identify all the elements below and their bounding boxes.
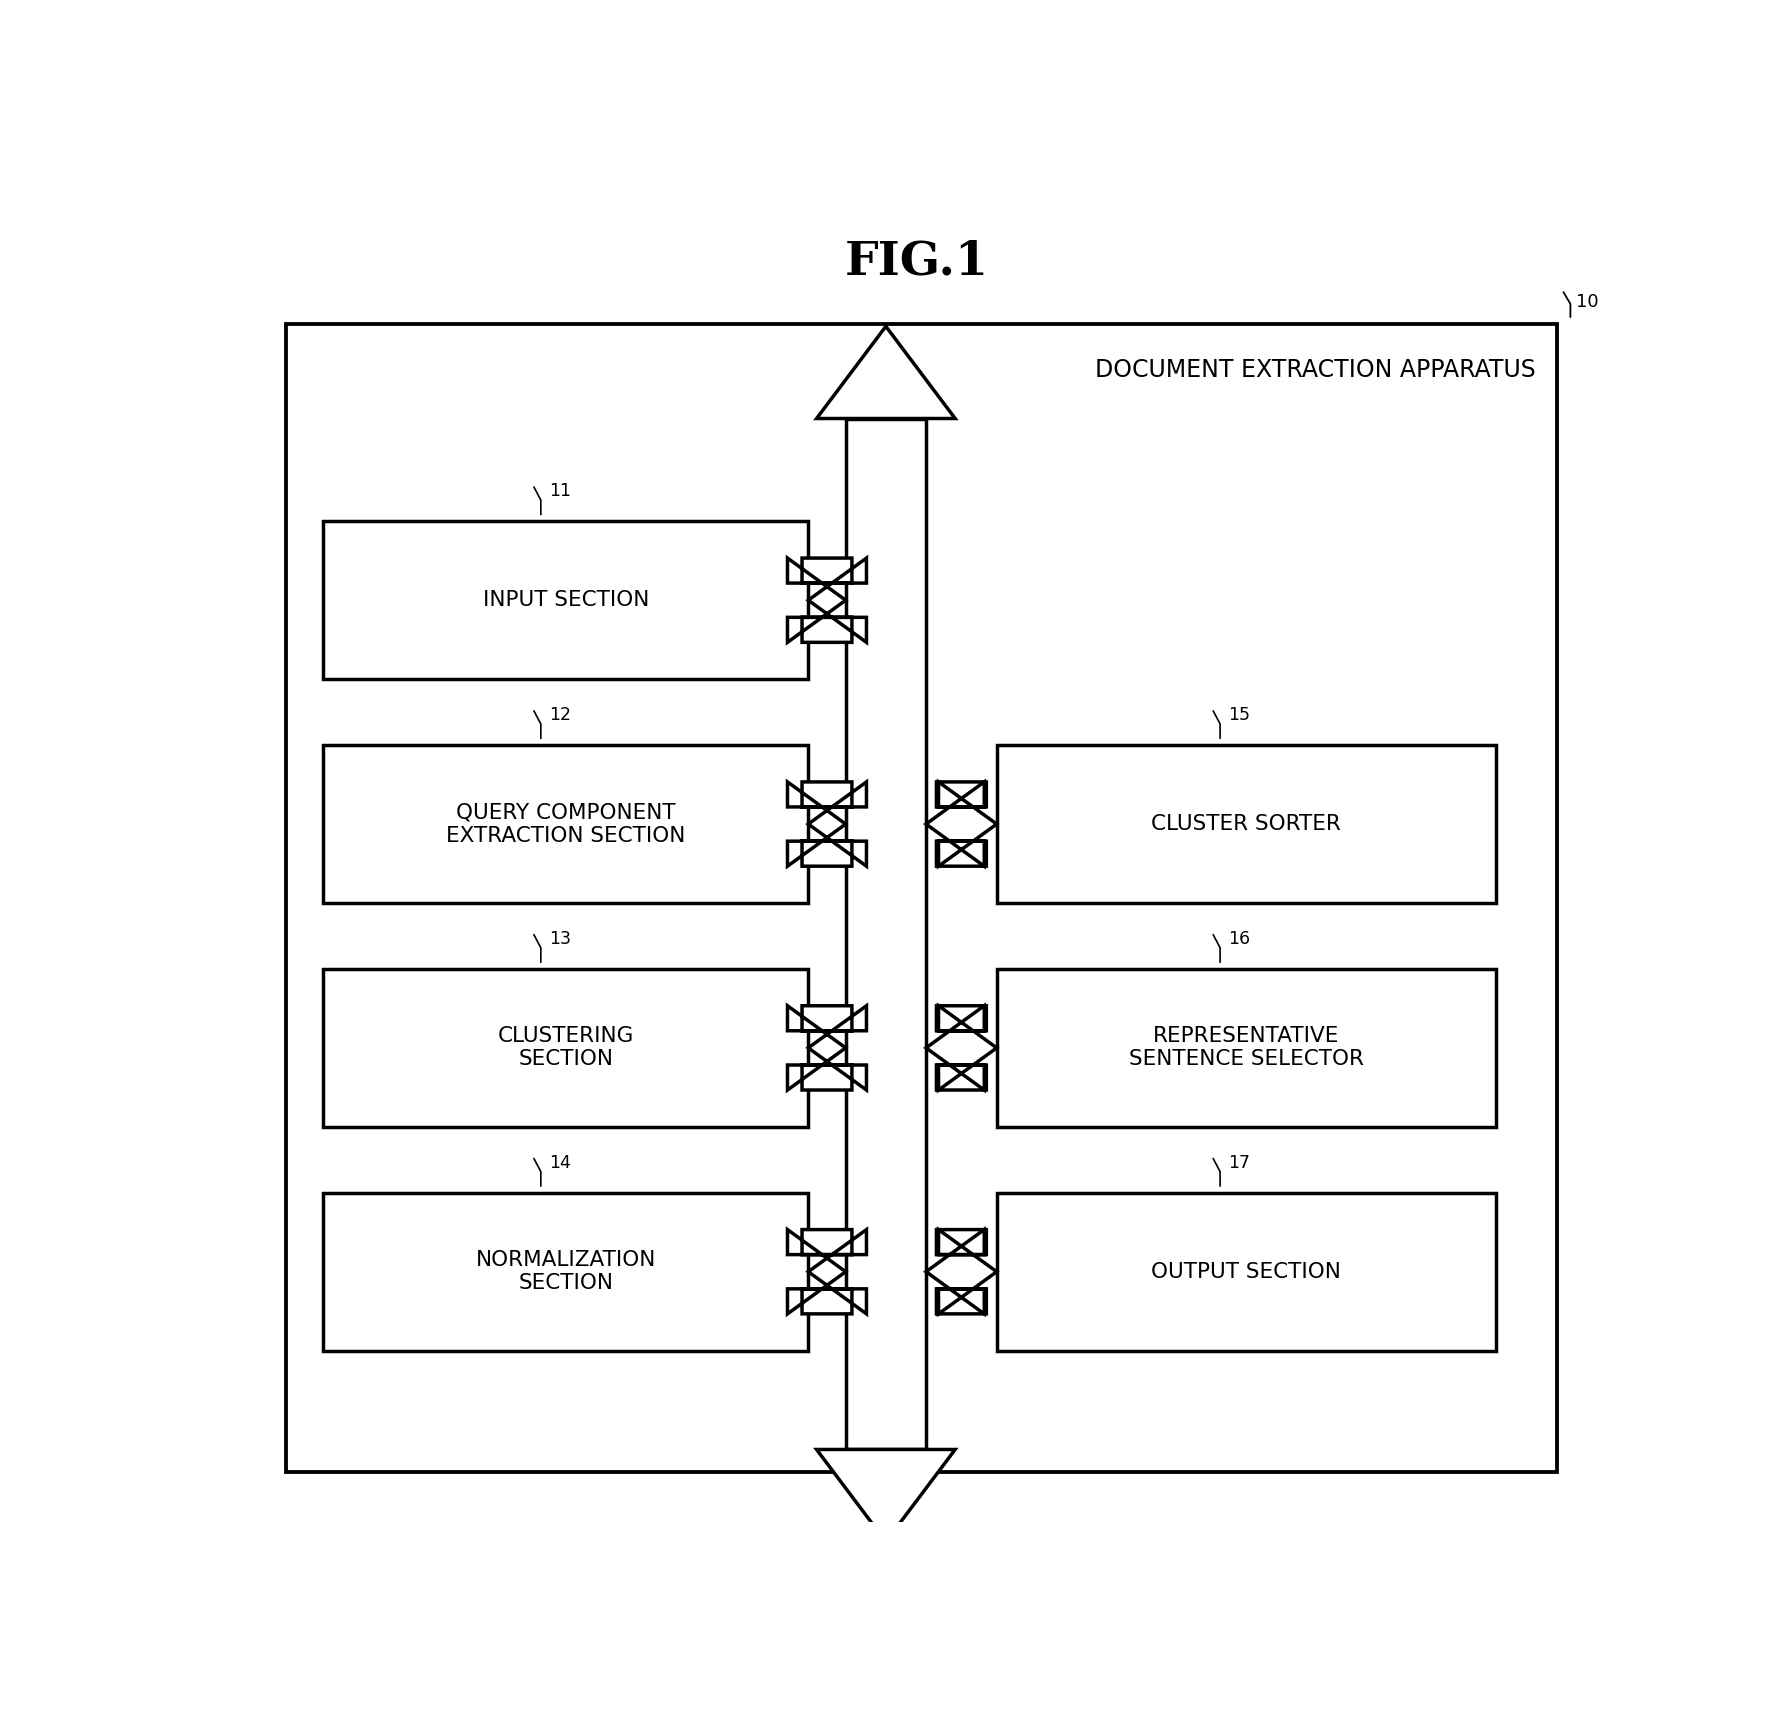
- Text: QUERY COMPONENT
EXTRACTION SECTION: QUERY COMPONENT EXTRACTION SECTION: [445, 802, 685, 846]
- Text: CLUSTER SORTER: CLUSTER SORTER: [1151, 814, 1341, 834]
- Text: INPUT SECTION: INPUT SECTION: [483, 590, 649, 610]
- Polygon shape: [926, 1005, 996, 1089]
- Text: 13: 13: [549, 930, 570, 947]
- Polygon shape: [926, 781, 996, 867]
- Text: NORMALIZATION
SECTION: NORMALIZATION SECTION: [476, 1250, 656, 1293]
- Text: 10: 10: [1575, 292, 1598, 311]
- Polygon shape: [787, 1229, 867, 1313]
- Text: OUTPUT SECTION: OUTPUT SECTION: [1151, 1262, 1341, 1282]
- Polygon shape: [787, 557, 867, 643]
- Text: 16: 16: [1228, 930, 1250, 947]
- Bar: [324, 746, 808, 903]
- Text: REPRESENTATIVE
SENTENCE SELECTOR: REPRESENTATIVE SENTENCE SELECTOR: [1128, 1026, 1364, 1069]
- Bar: [324, 1194, 808, 1351]
- Polygon shape: [817, 327, 955, 419]
- Text: FIG.1: FIG.1: [844, 239, 989, 286]
- Text: 11: 11: [549, 482, 570, 499]
- Text: DOCUMENT EXTRACTION APPARATUS: DOCUMENT EXTRACTION APPARATUS: [1094, 357, 1536, 381]
- Bar: [286, 323, 1557, 1472]
- Text: 17: 17: [1228, 1154, 1250, 1171]
- Bar: [324, 522, 808, 679]
- Bar: [996, 746, 1495, 903]
- Polygon shape: [817, 1450, 955, 1542]
- Polygon shape: [787, 781, 867, 867]
- Text: 14: 14: [549, 1154, 570, 1171]
- Text: 12: 12: [549, 706, 570, 723]
- Text: CLUSTERING
SECTION: CLUSTERING SECTION: [497, 1026, 635, 1069]
- Bar: [846, 419, 926, 1450]
- Polygon shape: [787, 1005, 867, 1089]
- Text: 15: 15: [1228, 706, 1250, 723]
- Bar: [996, 970, 1495, 1127]
- Bar: [324, 970, 808, 1127]
- Bar: [996, 1194, 1495, 1351]
- Polygon shape: [926, 1229, 996, 1313]
